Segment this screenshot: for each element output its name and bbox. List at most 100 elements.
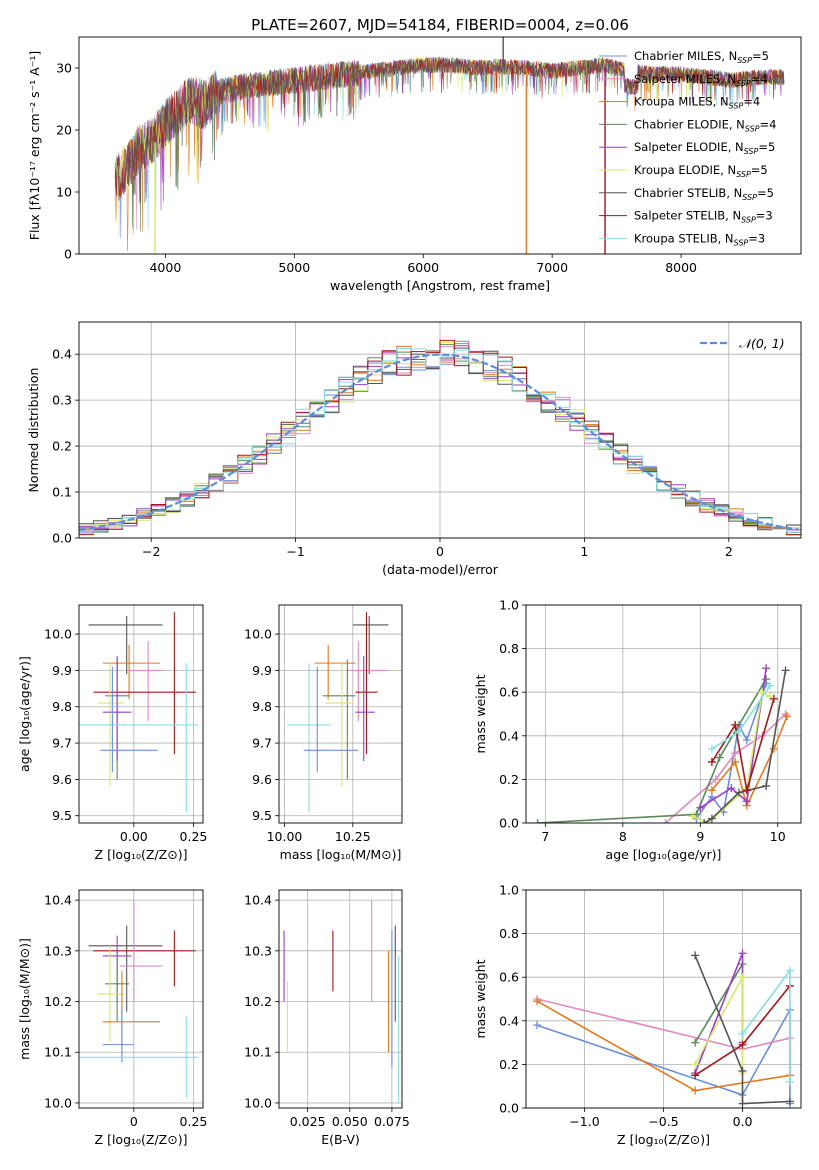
- weight-marker-ke: [738, 973, 747, 982]
- x-tick-label: 0.25: [180, 829, 208, 844]
- weight-marker-cm: [533, 1021, 542, 1030]
- weight-marker-cs: [691, 951, 700, 960]
- y-tick-label: 1.0: [499, 598, 519, 613]
- y-axis-label: mass [log₁₀(M/M⊙)]: [17, 938, 32, 1060]
- legend-label-normal: 𝒩(0, 1): [739, 336, 785, 351]
- x-axis-label: mass [log₁₀(M/M⊙)]: [280, 847, 402, 862]
- legend-label-km: Kroupa MILES, NSSP=4: [634, 95, 760, 111]
- plot-area-weight_vs_z: [533, 949, 794, 1108]
- weight-marker-ce: [533, 819, 542, 823]
- figure-title: PLATE=2607, MJD=54184, FIBERID=0004, z=0…: [251, 16, 629, 34]
- weight-marker-ss: [742, 786, 751, 795]
- y-tick-label: 9.6: [252, 772, 272, 787]
- weight-marker-se: [727, 784, 736, 793]
- panel-mass_vs_z: 0 0.25 10.0 10.1 10.2 10.3 10.4 Z [log₁₀(Z/Z⊙)]…: [17, 889, 208, 1147]
- x-tick-label: 4000: [149, 260, 181, 275]
- y-axis-label: mass weight: [473, 959, 488, 1038]
- weight-marker-sm: [731, 749, 740, 758]
- weight-marker-km: [731, 757, 740, 766]
- y-tick-label: 0.2: [499, 772, 519, 787]
- y-tick-label: 10.4: [244, 893, 272, 908]
- legend-label-se: Salpeter ELODIE, NSSP=5: [634, 140, 775, 156]
- y-tick-label: 10.1: [244, 1045, 272, 1060]
- weight-marker-cs: [707, 814, 716, 823]
- weight-marker-cs: [735, 788, 744, 797]
- y-tick-label: 10.4: [44, 893, 72, 908]
- axes-frame: [525, 889, 802, 1109]
- x-tick-label: 10.00: [267, 829, 303, 844]
- x-tick-label: 8000: [665, 260, 697, 275]
- x-tick-label: 0.25: [180, 1114, 208, 1129]
- weight-marker-se: [696, 803, 705, 812]
- weight-marker-ks: [785, 1077, 794, 1086]
- weight-marker-km: [783, 712, 792, 721]
- y-axis-label: Flux [fλ10⁻¹⁷ erg cm⁻² s⁻¹ A⁻¹]: [27, 51, 42, 240]
- weight-marker-se: [762, 664, 771, 673]
- weight-marker-ks: [785, 966, 794, 975]
- x-tick-label: 7000: [536, 260, 568, 275]
- y-tick-label: 30: [56, 61, 72, 76]
- x-tick-label: 6000: [407, 260, 439, 275]
- panel-age_vs_z: 0.00 0.25 9.5 9.6 9.7 9.8 9.9 10.0 Z [log₁₀(Z/Z⊙…: [17, 604, 208, 862]
- weight-marker-ss: [691, 1071, 700, 1080]
- spectrum-line-cs: [114, 56, 785, 203]
- weight-marker-ke: [688, 812, 697, 821]
- y-tick-label: 9.9: [52, 663, 72, 678]
- legend-label-cm: Chabrier MILES, NSSP=5: [634, 49, 769, 65]
- weight-marker-ce: [762, 675, 771, 684]
- legend-label-ce: Chabrier ELODIE, NSSP=4: [634, 117, 776, 133]
- y-tick-label: 9.5: [52, 808, 72, 823]
- legend-label-sm: Salpeter MILES, NSSP=4: [634, 72, 768, 88]
- x-tick-label: 0.0: [733, 1114, 753, 1129]
- weight-marker-sm: [711, 775, 720, 784]
- x-tick-label: 9: [696, 829, 704, 844]
- plot-area-weight_vs_age: [533, 664, 792, 823]
- weight-marker-cs: [762, 781, 771, 790]
- legend-label-ks: Kroupa STELIB, NSSP=3: [634, 231, 765, 247]
- axes-frame: [78, 321, 802, 539]
- y-tick-label: 0.0: [52, 531, 72, 546]
- x-tick-label: 0.050: [332, 1114, 368, 1129]
- y-tick-label: 10.3: [244, 943, 272, 958]
- y-tick-label: 0.3: [52, 393, 72, 408]
- x-tick-label: 7: [541, 829, 549, 844]
- weight-marker-cs: [781, 666, 790, 675]
- x-tick-label: 0.025: [290, 1114, 326, 1129]
- weight-marker-ke: [691, 1060, 700, 1069]
- panel-age_vs_mass: 10.00 10.25 9.5 9.6 9.7 9.8 9.9 10.0 mass [log₁₀…: [244, 604, 403, 862]
- y-tick-label: 0.1: [52, 485, 72, 500]
- panel-weight_vs_z: −1.0 −0.5 0.0 0.0 0.2 0.4 0.6 0.8 1.0 Z [log₁₀(Z/…: [473, 883, 802, 1147]
- weight-marker-ce: [715, 753, 724, 762]
- y-tick-label: 0.0: [499, 816, 519, 831]
- panel-weight_vs_age: 7 8 9 10 0.0 0.2 0.4 0.6 0.8 1.0 age [log₁₀(age/yr…: [473, 598, 802, 862]
- y-tick-label: 0.8: [499, 641, 519, 656]
- histogram-ss: [79, 339, 801, 536]
- axes-frame: [78, 36, 802, 255]
- y-axis-label: mass weight: [473, 674, 488, 753]
- plot-area-spectrum: [114, 37, 785, 254]
- y-tick-label: 10.0: [244, 627, 272, 642]
- weight-marker-cs: [785, 1097, 794, 1106]
- panel-residuals: −2 −1 0 1 2 0.0 0.1 0.2 0.3 0.4 (data-model)/error…: [26, 321, 802, 577]
- x-tick-label: 0.075: [374, 1114, 410, 1129]
- x-tick-label: 0: [130, 1114, 138, 1129]
- weight-marker-ss: [769, 694, 778, 703]
- x-tick-label: 2: [725, 544, 733, 559]
- axes-frame: [78, 604, 204, 824]
- y-axis-label: age [log₁₀(age/yr)]: [17, 656, 32, 772]
- y-tick-label: 10.3: [44, 943, 72, 958]
- x-tick-label: −1: [286, 544, 304, 559]
- weight-marker-cs: [700, 819, 709, 823]
- y-tick-label: 9.8: [52, 699, 72, 714]
- y-tick-label: 10: [56, 185, 72, 200]
- legend-label-cs: Chabrier STELIB, NSSP=5: [634, 186, 774, 202]
- y-tick-label: 0.4: [52, 347, 72, 362]
- weight-line-ce: [694, 963, 744, 1044]
- x-axis-label: wavelength [Angstrom, rest frame]: [330, 278, 550, 293]
- y-tick-label: 0.6: [499, 685, 519, 700]
- plot-area-age_vs_z: [79, 612, 199, 813]
- weight-marker-se: [738, 949, 747, 958]
- plot-area-age_vs_mass: [287, 612, 389, 813]
- weight-line-ks: [741, 968, 791, 1082]
